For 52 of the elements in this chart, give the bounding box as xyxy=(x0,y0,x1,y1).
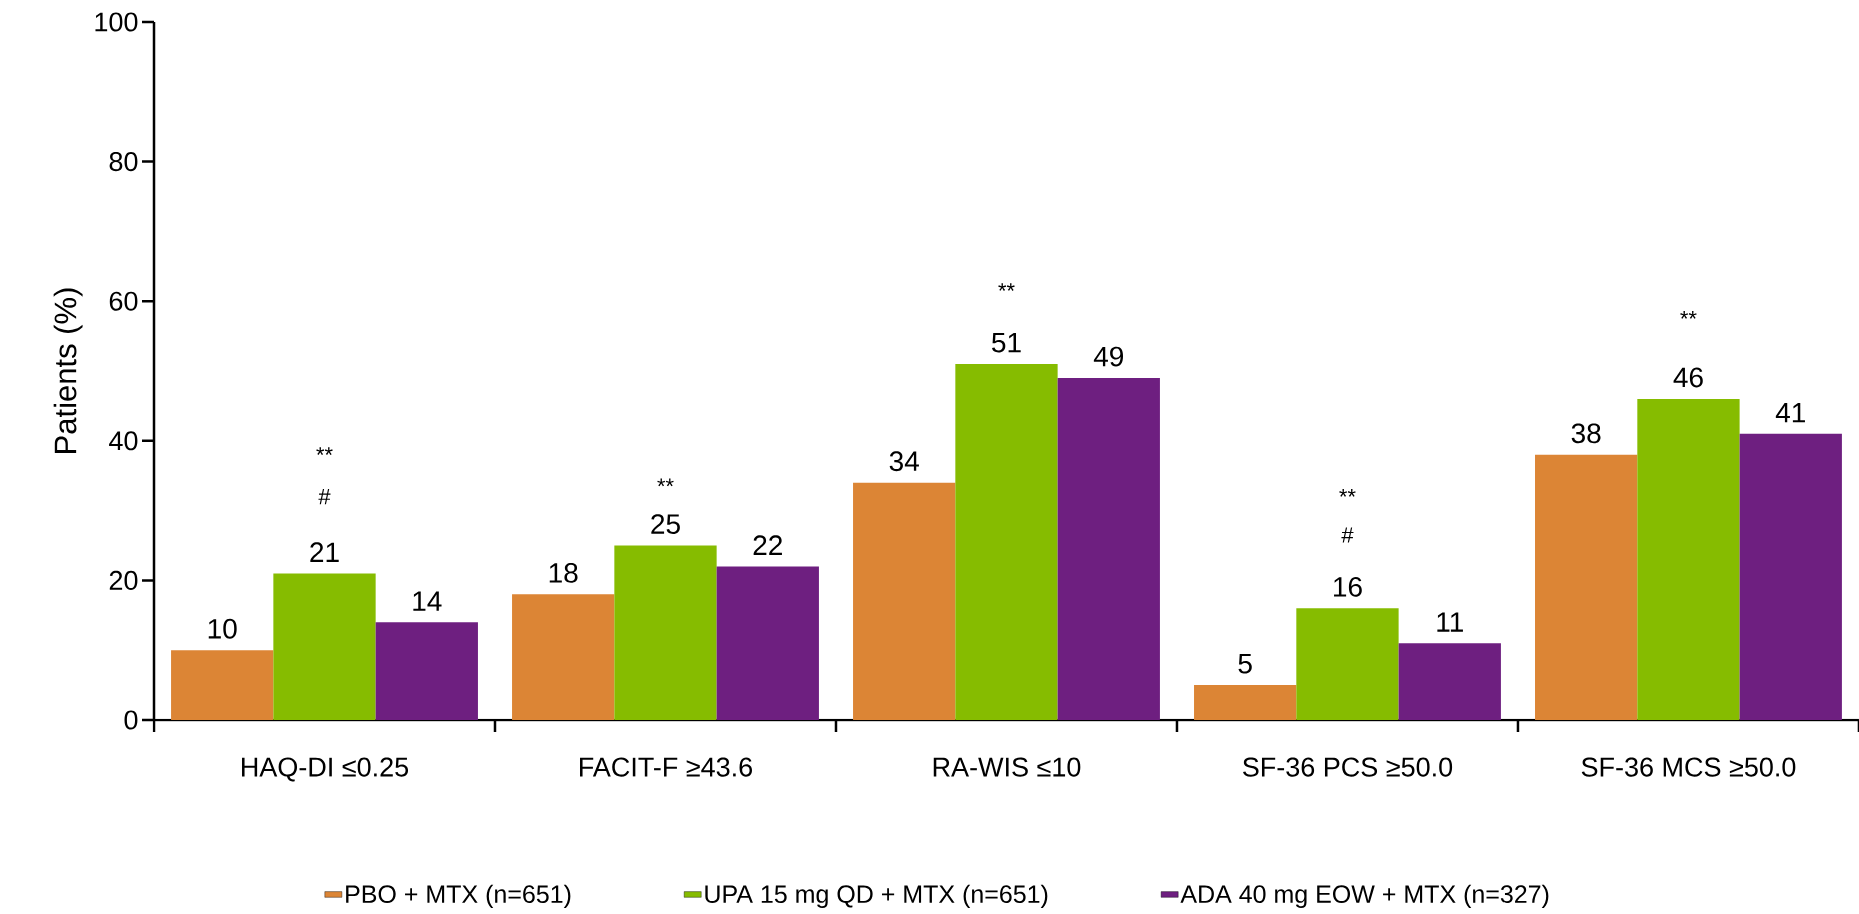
data-label: 5 xyxy=(1238,654,1252,674)
data-label: 10 xyxy=(208,618,237,639)
data-label: 38 xyxy=(1571,423,1601,444)
legend-label: PBO + MTX (n=651) xyxy=(346,884,571,908)
x-tick-label: HAQ-DI ≤0.25 xyxy=(242,757,409,782)
data-label: 18 xyxy=(549,563,578,583)
data-label: 22 xyxy=(753,535,782,555)
data-label: 49 xyxy=(1093,346,1124,367)
data-label: 21 xyxy=(310,542,339,562)
y-tick-label: 0 xyxy=(124,710,138,730)
annotation: # xyxy=(1341,527,1354,543)
y-tick-label: 100 xyxy=(95,12,138,32)
x-tick-label: RA-WIS ≤10 xyxy=(933,757,1081,777)
bar xyxy=(512,594,615,720)
data-label: 11 xyxy=(1437,612,1463,632)
bar xyxy=(716,566,819,720)
legend-label: UPA 15 mg QD + MTX (n=651) xyxy=(705,884,1048,908)
annotation: ** xyxy=(1680,311,1697,319)
x-tick-label: FACIT-F ≥43.6 xyxy=(580,757,752,777)
data-label: 51 xyxy=(992,332,1021,353)
bar xyxy=(1739,433,1842,720)
y-tick-label: 40 xyxy=(109,431,138,451)
data-label: 16 xyxy=(1334,576,1362,597)
x-tick-label: SF-36 MCS ≥50.0 xyxy=(1581,757,1796,777)
bar xyxy=(955,364,1058,720)
bar xyxy=(1194,685,1297,720)
bar xyxy=(273,573,376,720)
bar xyxy=(1057,377,1160,720)
data-label: 46 xyxy=(1673,367,1703,388)
annotation: ** xyxy=(998,283,1015,291)
legend-label: ADA 40 mg EOW + MTX (n=327) xyxy=(1180,884,1549,908)
bar xyxy=(1296,608,1399,720)
data-label: 41 xyxy=(1775,403,1805,423)
y-tick-label: 60 xyxy=(109,291,138,311)
data-label: 34 xyxy=(889,451,919,472)
y-tick-label: 20 xyxy=(109,570,138,590)
bar xyxy=(1398,643,1501,720)
x-tick-label: SF-36 PCS ≥50.0 xyxy=(1242,757,1453,777)
bar xyxy=(853,482,956,720)
data-label: 25 xyxy=(651,514,680,534)
annotation: ** xyxy=(316,447,333,455)
bar xyxy=(614,545,717,720)
data-label: 14 xyxy=(413,591,442,611)
y-tick-label: 80 xyxy=(109,152,138,172)
bar xyxy=(1535,454,1638,720)
bar xyxy=(171,650,274,720)
bar xyxy=(375,622,478,720)
annotation: ** xyxy=(657,478,674,487)
annotation: ** xyxy=(1339,489,1356,497)
y-axis-title: Patients (%) xyxy=(53,288,83,453)
annotation: # xyxy=(318,489,331,505)
bar xyxy=(1637,398,1740,720)
